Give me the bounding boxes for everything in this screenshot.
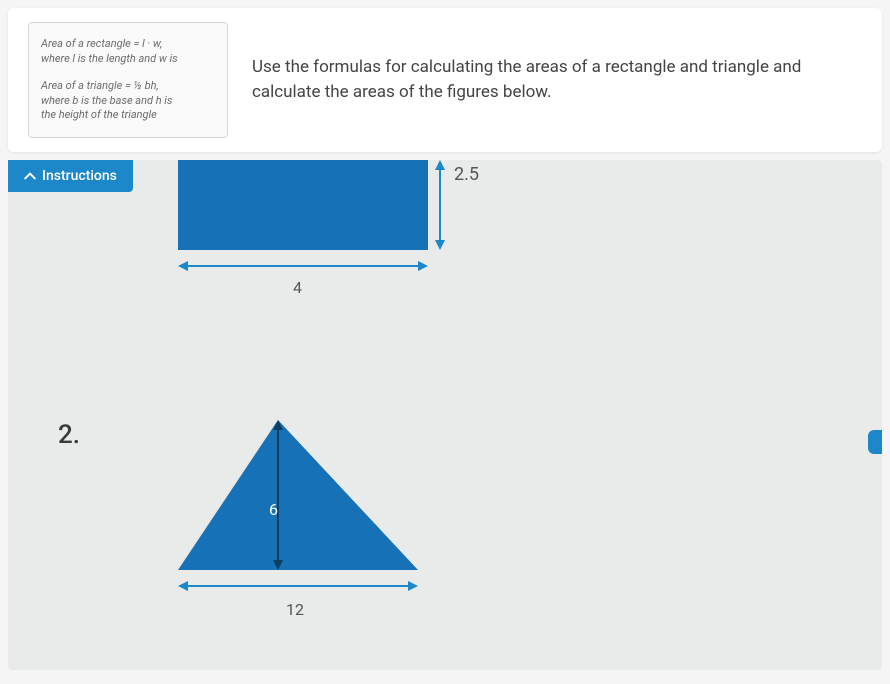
question-header-card: Area of a rectangle = l · w, where l is … (8, 8, 882, 152)
triangle-base-label: 12 (286, 600, 304, 619)
instructions-label: Instructions (42, 168, 117, 184)
pen-tool-hint[interactable] (868, 430, 882, 454)
formula-rect-line1: Area of a rectangle = l · w, (41, 37, 215, 52)
triangle-height-label: 6 (269, 500, 278, 519)
formula-rect-line2: where l is the length and w is (41, 52, 215, 67)
chevron-up-icon (24, 170, 36, 182)
rectangle-width-arrow (178, 258, 428, 274)
instructions-toggle[interactable]: Instructions (8, 160, 133, 192)
triangle-base-arrow (178, 578, 418, 594)
rectangle-height-arrow (432, 160, 448, 250)
formula-triangle: Area of a triangle = ½ bh, where b is th… (41, 79, 215, 124)
figure-triangle (178, 420, 418, 570)
question-prompt: Use the formulas for calculating the are… (252, 55, 862, 104)
formula-reference-box: Area of a rectangle = l · w, where l is … (28, 22, 228, 138)
rectangle-height-label: 2.5 (454, 164, 479, 185)
formula-rectangle: Area of a rectangle = l · w, where l is … (41, 37, 215, 67)
formula-tri-line3: the height of the triangle (41, 108, 215, 123)
figure-rectangle (178, 160, 428, 250)
work-area: Instructions 4 2.5 2. 6 12 (8, 160, 882, 670)
formula-tri-line2: where b is the base and h is (41, 94, 215, 109)
formula-tri-line1: Area of a triangle = ½ bh, (41, 79, 215, 94)
rectangle-width-label: 4 (293, 278, 302, 297)
question-number-2: 2. (58, 420, 80, 450)
